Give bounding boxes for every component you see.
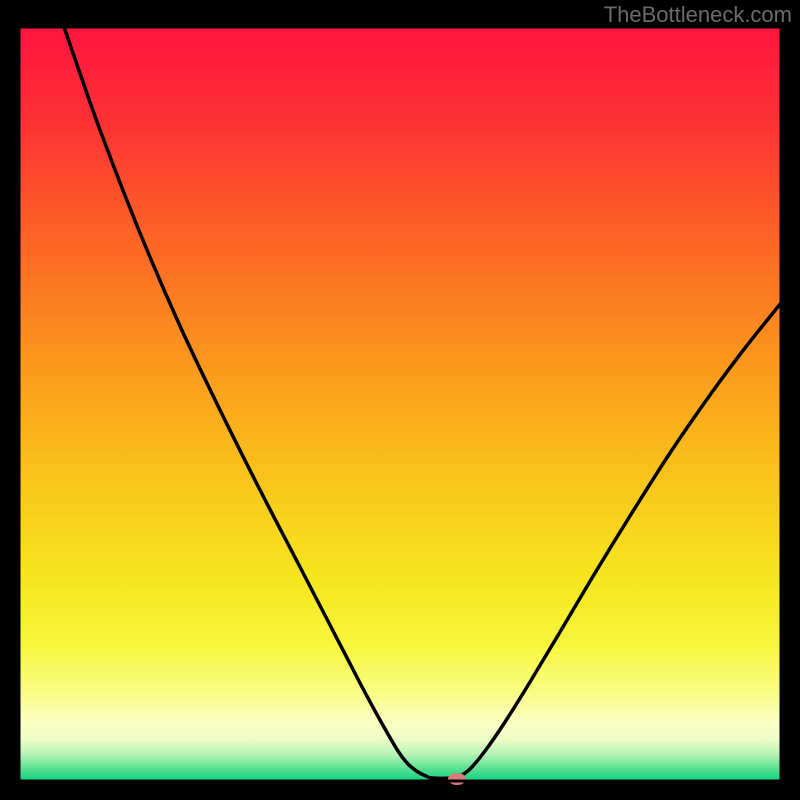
optimal-point-marker — [448, 773, 466, 785]
chart-svg — [0, 0, 800, 800]
attribution-label: TheBottleneck.com — [604, 2, 792, 28]
bottleneck-chart: TheBottleneck.com — [0, 0, 800, 800]
plot-background — [19, 27, 781, 781]
